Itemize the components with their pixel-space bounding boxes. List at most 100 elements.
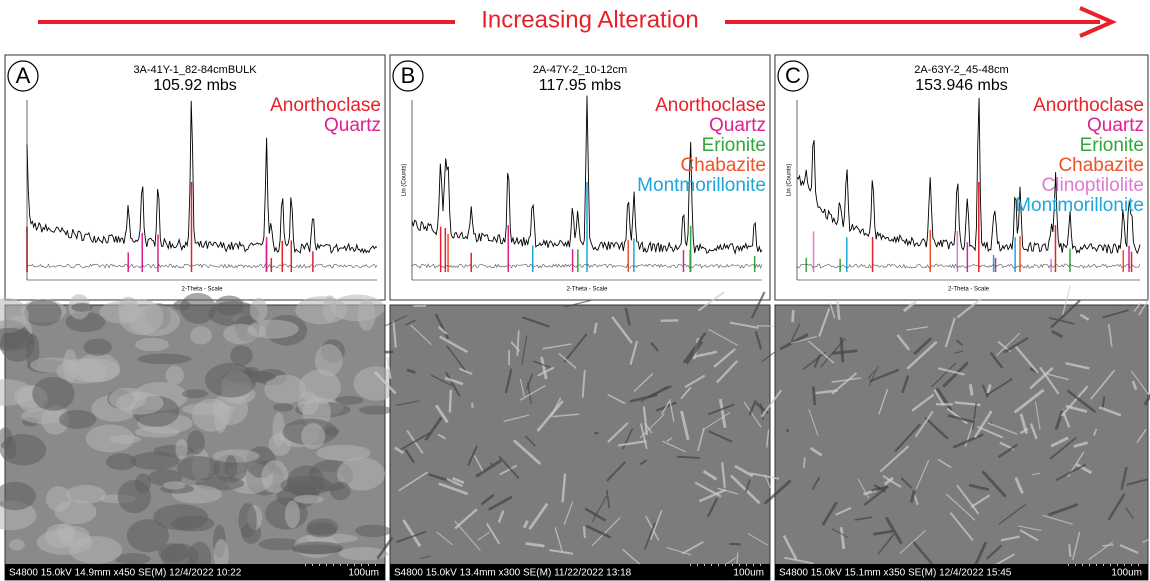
x-axis-label: 2-Theta - Scale [181,287,223,293]
sem-texture [114,553,151,565]
header-title: Increasing Alteration [481,6,698,33]
sem-texture [524,435,536,447]
sem-texture [404,448,415,464]
sem-texture [230,345,253,366]
sem-texture [438,482,468,496]
depth: 153.946 mbs [915,77,1008,94]
sem-texture [986,544,1003,560]
sem-texture [1042,514,1073,525]
sem-texture [499,464,518,476]
sem-texture [338,547,389,561]
sem-texture [786,428,790,433]
sem-texture [808,408,819,436]
mineral-label: Chabazite [1058,155,1144,176]
sem-texture [137,353,192,365]
sem-texture [1050,299,1081,329]
sem-texture [249,297,268,322]
sem-texture [446,478,464,488]
sem-texture [986,384,992,394]
sem-texture [698,488,727,503]
xrd-trace [411,95,763,255]
sem-texture [532,360,551,369]
sem-texture [1034,401,1041,431]
sem-texture [681,541,704,555]
sem-texture [444,376,464,386]
sem-texture [937,367,965,376]
sem-texture [171,515,215,532]
sem-texture [0,427,13,449]
mineral-label: Montmorillonite [637,175,766,196]
sem-texture [1055,463,1086,482]
sem-texture [977,425,1004,439]
sem-texture [680,410,690,441]
sem-texture [301,423,326,450]
sem-texture [182,402,236,416]
sem-texture [754,331,763,350]
sem-texture [486,523,501,545]
sem-texture [488,495,513,511]
sem-texture [392,320,397,348]
sem-texture [650,341,660,352]
sem-texture [525,541,545,548]
sem-texture [398,471,429,492]
sem-texture [931,362,957,388]
sem-texture [970,494,991,508]
sem-texture [1102,309,1129,319]
sem-texture [629,393,658,403]
sem-texture [947,414,975,424]
sem-texture [258,538,301,551]
sem-texture [643,522,656,550]
sem-texture [473,455,484,472]
mineral-label: Quartz [709,115,766,136]
sem-texture [666,437,673,442]
sem-texture [1019,529,1039,542]
sem-texture [498,455,520,479]
mineral-label: Quartz [1087,115,1144,136]
sem-texture [512,439,542,465]
sem-texture [540,356,548,380]
sem-texture [212,449,260,463]
sem-texture [445,371,461,397]
sem-texture [386,356,392,379]
sem-texture [933,389,945,407]
sem-texture [358,405,393,415]
sem-texture [639,459,648,466]
x-axis-label: 2-Theta - Scale [948,287,990,293]
sem-texture [935,387,953,412]
sem-texture [1090,369,1116,400]
sem-texture [158,543,190,562]
sem-texture [1093,428,1098,436]
sem-texture [273,403,294,412]
sem-texture [593,322,598,334]
sem-texture [1066,389,1097,414]
sem-texture [968,483,990,492]
sem-texture [1049,436,1077,460]
sem-texture [872,529,894,536]
sem-texture [882,475,902,488]
sem-texture [519,384,546,401]
sem-texture [117,296,139,323]
sem-texture [729,321,759,329]
sem-texture [802,351,827,371]
sem-texture [293,541,344,555]
sem-scale: 100um [733,568,764,579]
sem-texture [1060,385,1089,417]
sem-texture [944,317,956,348]
sem-texture [214,295,244,316]
sem-texture [879,445,910,473]
sem-texture [117,479,152,514]
sem-texture [584,507,607,522]
sem-texture [402,519,422,548]
sem-texture [71,302,93,312]
sem-texture [607,393,626,405]
sem-texture [213,539,229,571]
sem-texture [353,366,399,401]
sem-info-bar [390,564,770,580]
panel-letter-circle [777,60,809,92]
sem-texture [582,526,586,538]
sem-texture [955,339,964,347]
sem-texture [459,367,473,375]
xrd-trace [26,100,378,254]
sem-texture [1019,427,1029,435]
sem-texture [782,534,798,561]
